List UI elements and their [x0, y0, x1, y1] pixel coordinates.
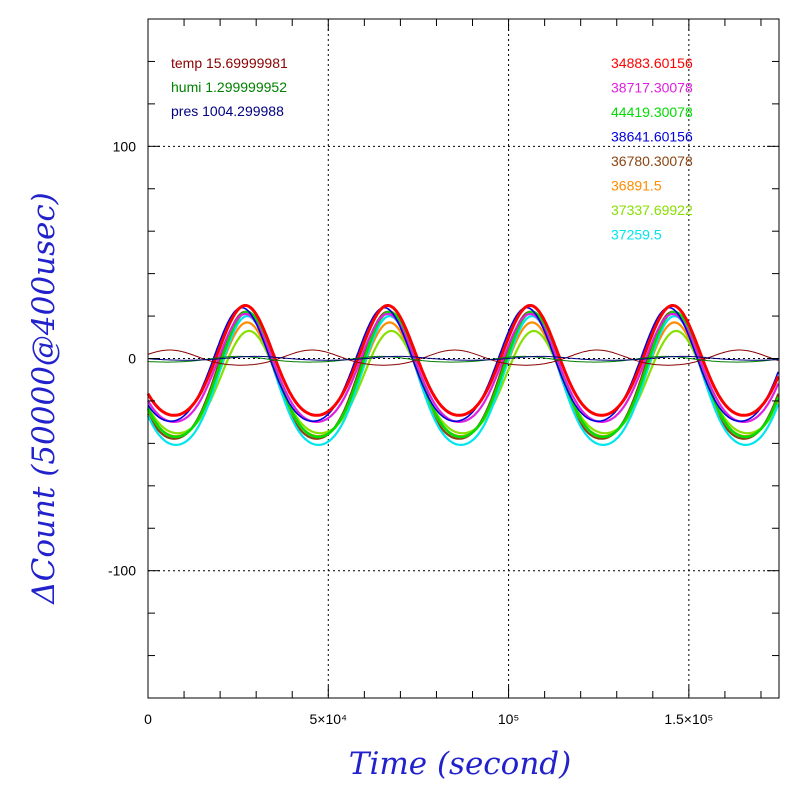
- legend: temp 15.69999981 humi 1.299999952 pres 100…: [171, 55, 693, 243]
- y-tick-label: -100: [108, 563, 136, 579]
- legend-entry: 36780.30078: [611, 153, 693, 169]
- legend-entry: 34883.60156: [611, 55, 693, 71]
- y-tick-label: 0: [128, 351, 136, 367]
- series-line: [147, 349, 779, 366]
- series-line: [147, 329, 780, 435]
- x-tick-label: 10⁵: [498, 711, 519, 727]
- series-line: [146, 310, 780, 439]
- y-tick-label: 100: [113, 138, 137, 154]
- legend-entry: humi 1.299999952: [171, 79, 287, 95]
- legend-entry: pres 1004.299988: [171, 103, 284, 119]
- ticks: [147, 18, 779, 699]
- tick-labels: 0 5×10⁴ 10⁵ 1.5×10⁵ 100 0 -100: [108, 138, 713, 727]
- series-group: [146, 304, 780, 446]
- x-tick-label: 0: [144, 711, 152, 727]
- series-line: [147, 306, 780, 422]
- legend-entry: 37259.5: [611, 227, 662, 243]
- legend-entry: temp 15.69999981: [171, 55, 288, 71]
- grid: [148, 19, 779, 698]
- x-tick-label: 5×10⁴: [310, 711, 348, 727]
- legend-entry: 38717.30078: [611, 80, 693, 96]
- legend-entry: 37337.69922: [611, 202, 693, 218]
- x-axis-label: Time (second): [348, 746, 572, 782]
- legend-entry: 36891.5: [611, 178, 662, 194]
- y-axis-label: ΔCount (50000@400usec): [26, 192, 62, 604]
- legend-entry: 44419.30078: [611, 104, 693, 120]
- legend-entry: 38641.60156: [611, 129, 693, 145]
- x-tick-label: 1.5×10⁵: [664, 711, 713, 727]
- series-line: [147, 355, 779, 361]
- series-line: [146, 304, 780, 417]
